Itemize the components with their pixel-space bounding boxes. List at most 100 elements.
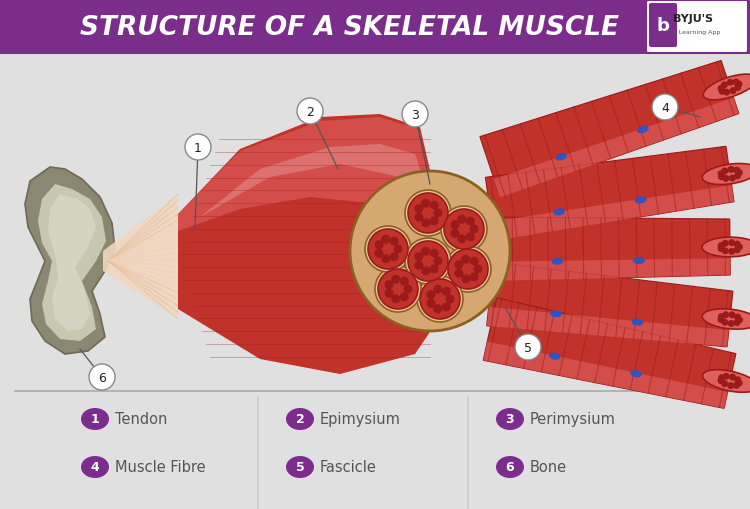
Circle shape (430, 249, 439, 258)
Text: 3: 3 (411, 108, 419, 121)
Circle shape (441, 207, 487, 252)
Circle shape (728, 240, 735, 247)
Circle shape (736, 380, 742, 387)
Circle shape (736, 317, 743, 324)
Ellipse shape (550, 310, 562, 318)
Text: 2: 2 (296, 413, 304, 426)
Circle shape (433, 209, 442, 218)
Ellipse shape (637, 126, 649, 134)
Circle shape (405, 191, 451, 237)
Circle shape (427, 299, 436, 308)
Text: Tendon: Tendon (115, 412, 167, 427)
Circle shape (718, 377, 724, 384)
Circle shape (718, 89, 725, 96)
Circle shape (451, 230, 460, 238)
Ellipse shape (634, 197, 646, 204)
Circle shape (444, 210, 484, 249)
Circle shape (458, 215, 466, 224)
Circle shape (734, 320, 740, 326)
Circle shape (451, 221, 460, 230)
Circle shape (728, 382, 734, 389)
Circle shape (400, 293, 409, 302)
Text: Epimysium: Epimysium (320, 412, 400, 427)
Polygon shape (48, 194, 96, 331)
Ellipse shape (551, 258, 563, 265)
Circle shape (718, 375, 725, 381)
Text: 5: 5 (524, 341, 532, 354)
Circle shape (448, 249, 488, 290)
Text: 6: 6 (506, 461, 515, 473)
Circle shape (722, 312, 729, 319)
Circle shape (473, 265, 482, 274)
Circle shape (433, 257, 442, 266)
Circle shape (422, 267, 430, 276)
Text: 2: 2 (306, 105, 314, 118)
Circle shape (722, 168, 728, 175)
Circle shape (721, 381, 728, 387)
Text: Fascicle: Fascicle (320, 460, 376, 474)
Circle shape (722, 248, 729, 255)
Circle shape (402, 102, 428, 128)
Circle shape (734, 377, 741, 383)
Circle shape (394, 245, 403, 254)
Circle shape (515, 334, 541, 360)
Circle shape (729, 374, 736, 381)
Circle shape (454, 261, 464, 270)
Circle shape (733, 382, 740, 389)
Circle shape (734, 241, 741, 248)
Circle shape (442, 303, 451, 312)
Polygon shape (483, 342, 728, 409)
Circle shape (417, 276, 463, 322)
Circle shape (718, 317, 724, 323)
Circle shape (718, 171, 724, 178)
Circle shape (728, 166, 734, 174)
Polygon shape (200, 145, 425, 217)
Polygon shape (178, 118, 430, 232)
Polygon shape (490, 259, 730, 281)
Text: Perimysium: Perimysium (530, 412, 616, 427)
Circle shape (422, 247, 430, 256)
Circle shape (470, 273, 478, 282)
Circle shape (350, 172, 510, 331)
Circle shape (415, 252, 424, 262)
Circle shape (375, 267, 421, 313)
Ellipse shape (496, 456, 524, 478)
Polygon shape (38, 185, 106, 342)
Polygon shape (25, 167, 115, 354)
Circle shape (415, 261, 424, 270)
Circle shape (427, 291, 436, 300)
Ellipse shape (632, 319, 644, 326)
Circle shape (722, 176, 730, 183)
Ellipse shape (633, 258, 645, 265)
Circle shape (400, 277, 409, 286)
Circle shape (734, 247, 741, 254)
Circle shape (422, 219, 430, 228)
Ellipse shape (703, 370, 750, 392)
Circle shape (461, 255, 470, 264)
Circle shape (728, 312, 736, 319)
Circle shape (729, 175, 736, 182)
Circle shape (730, 88, 736, 95)
Circle shape (430, 265, 439, 274)
Circle shape (718, 174, 725, 181)
Circle shape (736, 81, 742, 89)
Ellipse shape (630, 371, 642, 378)
Circle shape (718, 246, 724, 252)
Ellipse shape (702, 238, 750, 257)
Circle shape (723, 373, 730, 380)
Text: 4: 4 (661, 101, 669, 115)
Circle shape (368, 230, 408, 269)
Circle shape (89, 364, 115, 390)
Circle shape (734, 167, 740, 174)
Text: The Learning App: The Learning App (665, 30, 721, 35)
Ellipse shape (702, 164, 750, 185)
Text: 6: 6 (98, 371, 106, 384)
Circle shape (733, 79, 740, 87)
Circle shape (442, 287, 451, 296)
FancyBboxPatch shape (0, 0, 750, 55)
Circle shape (422, 200, 430, 208)
Circle shape (718, 243, 724, 249)
Circle shape (470, 225, 478, 234)
Text: 1: 1 (194, 141, 202, 154)
Text: b: b (656, 17, 670, 35)
